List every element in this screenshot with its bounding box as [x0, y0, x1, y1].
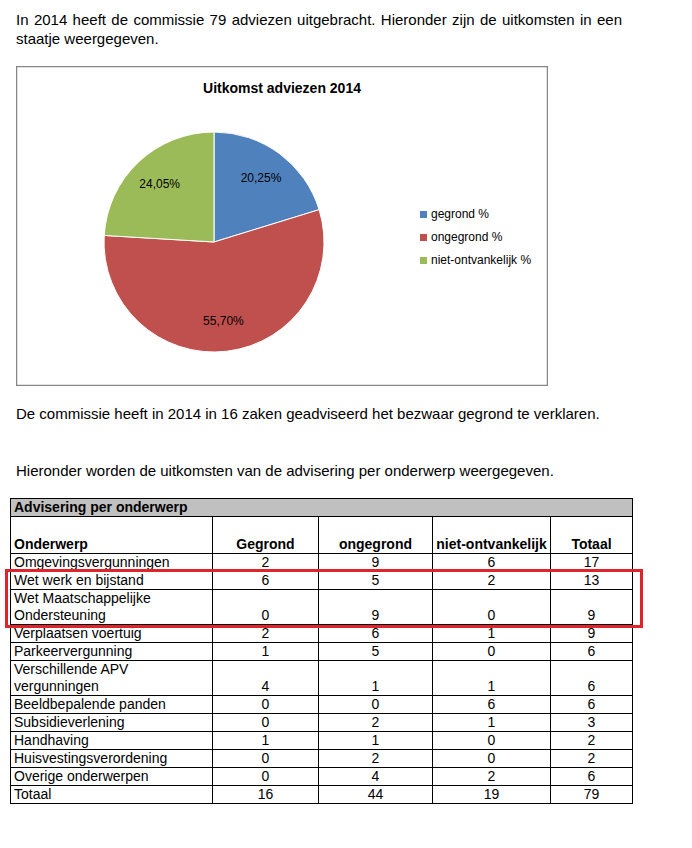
table-cell: 4 — [318, 768, 432, 786]
table-cell: 6 — [213, 572, 319, 590]
header-cell: Gegrond — [213, 517, 319, 554]
data-label: 20,25% — [241, 171, 282, 185]
table-row: Overige onderwerpen0426 — [11, 768, 633, 786]
intro-text: In 2014 heeft de commissie 79 adviezen u… — [16, 10, 622, 48]
table-cell: Verschillende APV vergunningen — [11, 661, 213, 696]
table-row: Totaal16441979 — [11, 786, 633, 804]
paragraph: Hieronder worden de uitkomsten van de ad… — [16, 461, 622, 480]
table-cell: 6 — [433, 696, 551, 714]
table-cell: 0 — [433, 590, 551, 625]
table-row: Parkeervergunning1506 — [11, 643, 633, 661]
chart-frame — [17, 67, 548, 386]
table-title: Advisering per onderwerp — [11, 499, 633, 517]
table-cell: 0 — [213, 590, 319, 625]
table-row: Beeldbepalende panden0066 — [11, 696, 633, 714]
table-cell: Handhaving — [11, 732, 213, 750]
paragraph: De commissie heeft in 2014 in 16 zaken g… — [16, 404, 622, 423]
table-cell: 6 — [550, 768, 632, 786]
table-cell: 2 — [318, 750, 432, 768]
table-cell: 13 — [550, 572, 632, 590]
legend-item: ongegrond % — [420, 230, 503, 244]
table-cell: 19 — [433, 786, 551, 804]
table-cell: 0 — [433, 750, 551, 768]
chart-svg: Uitkomst adviezen 2014 20,25% 55,70% 24,05%… — [16, 66, 548, 386]
legend-label: niet-ontvankelijk % — [431, 253, 531, 267]
table-cell: 2 — [433, 768, 551, 786]
table-cell: 1 — [318, 732, 432, 750]
table-cell: Parkeervergunning — [11, 643, 213, 661]
table-cell: 4 — [213, 661, 319, 696]
legend-label: gegrond % — [431, 207, 489, 221]
legend-swatch — [420, 257, 427, 264]
highlight-box — [5, 569, 643, 628]
table-cell: 6 — [550, 661, 632, 696]
table-header-row: OnderwerpGegrondongegrondniet-ontvankeli… — [11, 517, 633, 554]
table-cell: 0 — [433, 643, 551, 661]
table-cell: Totaal — [11, 786, 213, 804]
table-cell: Huisvestingsverordening — [11, 750, 213, 768]
legend-swatch — [420, 234, 427, 241]
header-cell: Totaal — [550, 517, 632, 554]
legend-item: niet-ontvankelijk % — [420, 253, 531, 267]
table-row: Huisvestingsverordening0202 — [11, 750, 633, 768]
table-cell: 3 — [550, 714, 632, 732]
legend-swatch — [420, 211, 427, 218]
table-cell: 2 — [550, 732, 632, 750]
header-cell: niet-ontvankelijk — [433, 517, 551, 554]
table-row: Handhaving1102 — [11, 732, 633, 750]
table-cell: 6 — [550, 696, 632, 714]
table-row: Wet werk en bijstand65213 — [11, 572, 633, 590]
table-cell: Subsidieverlening — [11, 714, 213, 732]
table-cell: 44 — [318, 786, 432, 804]
table-cell: 1 — [213, 643, 319, 661]
header-cell: Onderwerp — [11, 517, 213, 554]
header-cell: ongegrond — [318, 517, 432, 554]
table-cell: 9 — [550, 590, 632, 625]
table-cell: Wet Maatschappelijke Ondersteuning — [11, 590, 213, 625]
table-cell: 0 — [213, 750, 319, 768]
table-cell: 6 — [550, 643, 632, 661]
table-cell: 0 — [213, 768, 319, 786]
table-cell: 5 — [318, 572, 432, 590]
table-row: Verschillende APV vergunningen4116 — [11, 661, 633, 696]
table-title-row: Advisering per onderwerp — [11, 499, 633, 517]
table-cell: 0 — [433, 732, 551, 750]
table-cell: Beeldbepalende panden — [11, 696, 213, 714]
table-row: Wet Maatschappelijke Ondersteuning0909 — [11, 590, 633, 625]
table-cell: 1 — [433, 714, 551, 732]
table-cell: Overige onderwerpen — [11, 768, 213, 786]
pie-group — [104, 132, 324, 352]
data-table: Advisering per onderwerpOnderwerpGegrond… — [10, 498, 633, 804]
table-cell: 2 — [318, 714, 432, 732]
table-cell: 1 — [318, 661, 432, 696]
table-cell: 16 — [213, 786, 319, 804]
table-cell: 2 — [433, 572, 551, 590]
table-cell: 9 — [318, 590, 432, 625]
table-cell: 79 — [550, 786, 632, 804]
data-label: 24,05% — [139, 177, 180, 191]
legend-item: gegrond % — [420, 207, 489, 221]
table-cell: 1 — [433, 661, 551, 696]
table-cell: Wet werk en bijstand — [11, 572, 213, 590]
table-cell: 0 — [318, 696, 432, 714]
table-row: Subsidieverlening0213 — [11, 714, 633, 732]
table-cell: 2 — [550, 750, 632, 768]
table-cell: 1 — [213, 732, 319, 750]
data-label: 55,70% — [203, 314, 244, 328]
table-cell: 5 — [318, 643, 432, 661]
pie-slice — [104, 132, 214, 242]
chart-container: Uitkomst adviezen 2014 20,25% 55,70% 24,05%… — [16, 66, 548, 386]
table-cell: 0 — [213, 714, 319, 732]
legend: gegrond % ongegrond % niet-ontvankelijk % — [420, 207, 531, 267]
chart-title: Uitkomst adviezen 2014 — [203, 80, 361, 96]
legend-label: ongegrond % — [431, 230, 503, 244]
table-cell: 0 — [213, 696, 319, 714]
